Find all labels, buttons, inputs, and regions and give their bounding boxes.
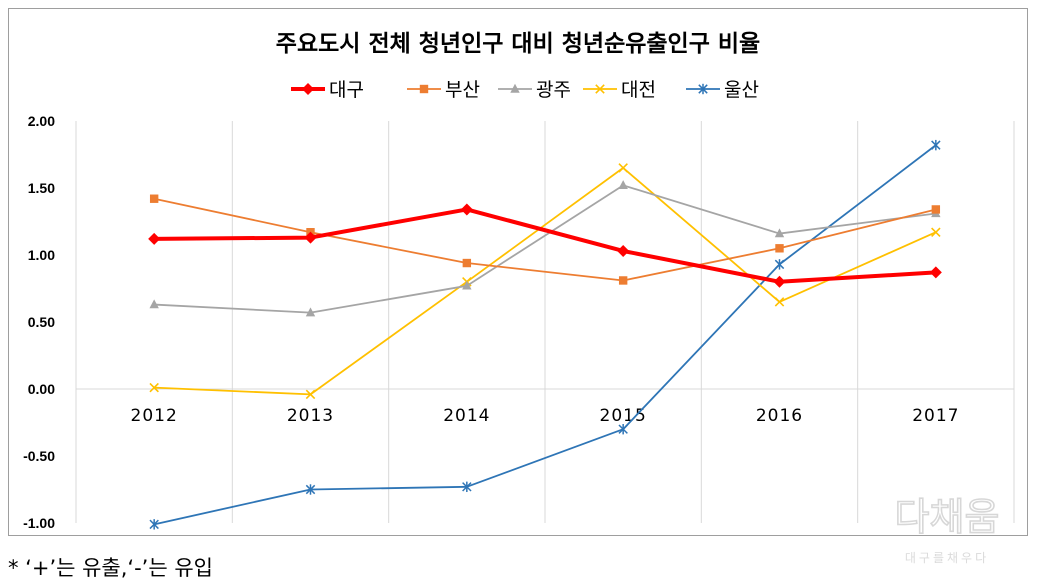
x-tick-label: 2014 [443, 406, 490, 426]
data-point [305, 307, 316, 317]
data-point [618, 276, 628, 285]
series-line [154, 166, 937, 396]
data-point [460, 203, 473, 216]
legend-label: 대전 [621, 79, 656, 101]
series-line [154, 184, 936, 314]
legend-label: 부산 [445, 79, 480, 101]
data-point [618, 180, 628, 190]
footnote: * ‘+’는 유출,‘-’는 유입 [8, 556, 213, 580]
data-point [773, 275, 786, 288]
data-point [595, 84, 605, 94]
chart-title: 주요도시 전체 청년인구 대비 청년순유출인구 비율 [276, 31, 760, 57]
y-axis: 2.00 1.50 1.00 0.50 0.00 -0.50 -1.00 [23, 113, 55, 531]
svg-text:다채움: 다채움 [895, 495, 1000, 539]
chart-frame: 주요도시 전체 청년인구 대비 청년순유출인구 비율 대구 부산 광주 대전 울산 2.… [8, 8, 1028, 536]
legend-item: 광주 [498, 79, 571, 101]
y-tick-label: 1.50 [28, 180, 55, 196]
legend-label: 대구 [329, 79, 364, 101]
series-group [148, 139, 942, 530]
data-point [302, 83, 314, 95]
data-point [148, 232, 161, 245]
legend-item: 울산 [686, 79, 759, 101]
data-point [305, 389, 316, 400]
legend-label: 광주 [536, 79, 571, 101]
legend-item: 부산 [407, 79, 480, 101]
x-tick-label: 2017 [912, 406, 959, 426]
y-tick-label: 0.00 [28, 381, 55, 397]
y-tick-label: 0.50 [28, 314, 55, 330]
data-point [149, 299, 159, 309]
data-point [462, 258, 472, 268]
series-line [153, 144, 937, 526]
data-point [149, 194, 159, 203]
x-axis: 2012 2013 2014 2015 2016 2017 [131, 406, 959, 426]
series-line [154, 207, 936, 284]
data-point [149, 519, 159, 530]
series-광주 [149, 180, 941, 317]
data-point [931, 227, 941, 237]
series-대구 [148, 203, 942, 288]
x-tick-label: 2013 [287, 406, 334, 426]
data-point [462, 481, 472, 493]
series-대전 [149, 163, 941, 400]
data-point [774, 297, 785, 307]
data-point [929, 266, 942, 279]
legend-item: 대전 [583, 79, 656, 101]
data-point [931, 139, 941, 151]
data-point [774, 259, 785, 270]
y-tick-label: -0.50 [23, 448, 55, 464]
data-point [304, 231, 317, 244]
data-point [618, 163, 628, 173]
x-tick-label: 2016 [756, 406, 803, 426]
data-point [419, 84, 429, 94]
grid [75, 121, 1015, 523]
watermark-logo: 다채움 대구를채우다 [872, 488, 1022, 568]
data-point [931, 205, 941, 214]
legend: 대구 부산 광주 대전 울산 [291, 79, 759, 101]
legend-item: 대구 [291, 79, 364, 101]
y-tick-label: -1.00 [23, 515, 55, 531]
data-point [510, 83, 520, 93]
data-point [775, 244, 784, 253]
y-tick-label: 1.00 [28, 247, 55, 263]
data-point [149, 382, 159, 393]
svg-text:대구를채우다: 대구를채우다 [905, 551, 989, 565]
data-point [617, 244, 630, 257]
data-point [774, 228, 785, 238]
data-point [462, 280, 472, 290]
data-point [698, 83, 708, 95]
legend-label: 울산 [724, 79, 759, 101]
x-tick-label: 2015 [600, 406, 647, 426]
y-tick-label: 2.00 [28, 113, 55, 129]
chart-svg: 주요도시 전체 청년인구 대비 청년순유출인구 비율 대구 부산 광주 대전 울산 2.… [23, 31, 1015, 531]
series-울산 [149, 139, 941, 530]
data-point [618, 424, 628, 435]
x-tick-label: 2012 [131, 406, 178, 426]
data-point [305, 484, 316, 495]
series-line [153, 197, 937, 282]
